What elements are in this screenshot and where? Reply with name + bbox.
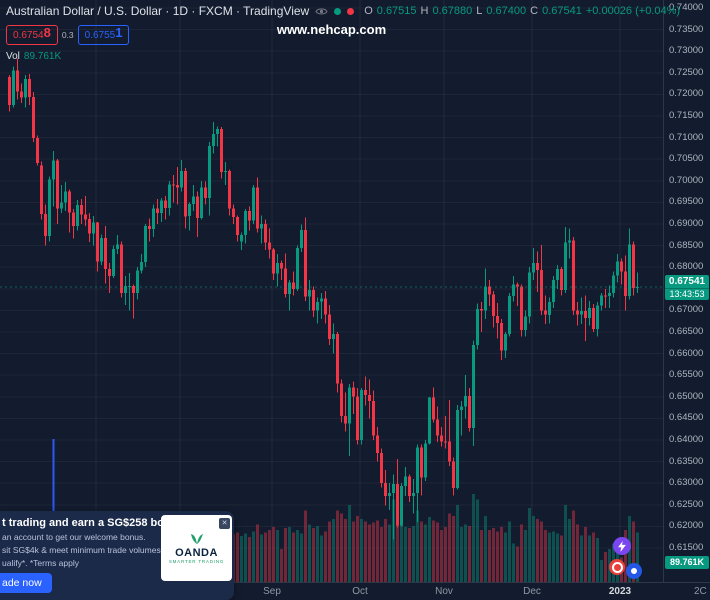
time-axis-label: Oct [352,586,368,597]
open-label: O [364,5,373,17]
bid-price-last-digit: 8 [43,25,51,40]
candles-layer [8,58,639,540]
price-axis-label: 0.71500 [669,110,704,121]
price-axis-label: 0.67000 [669,304,704,316]
price-axis-label: 0.63500 [669,455,704,467]
price-axis-label: 0.65000 [669,390,704,402]
status-dot-red-icon [347,7,355,15]
lightning-badge-icon[interactable] [613,537,631,555]
candlestick-chart[interactable] [0,0,663,582]
open-value: 0.67515 [376,5,417,17]
price-axis-label: 0.63000 [669,477,704,489]
promo-line-3: sit SG$4k & meet minimum trade volumes [2,545,161,555]
price-axis-label: 0.66500 [669,326,704,337]
price-axis-label: 0.73500 [669,23,704,35]
promo-line-2: an account to get our welcome bonus. [2,532,146,542]
price-axis-label: 0.64500 [669,412,704,424]
volume-label: Vol [6,51,20,62]
promo-popup: t trading and earn a SG$258 bonus an acc… [0,511,234,600]
legend-title-row: Australian Dollar / U.S. Dollar · 1D · F… [6,4,680,18]
high-label: H [420,5,429,17]
oanda-brand-text: OANDA [175,546,218,559]
floating-badges [608,537,654,583]
price-axis-label: 0.71000 [669,131,704,143]
price-axis-label: 0.64000 [669,434,704,445]
price-axis-label: 0.62000 [669,520,704,532]
oanda-logo-card[interactable]: OANDA SMARTER TRADING [161,515,232,581]
price-axis-label: 0.69000 [669,218,704,229]
price-axis-label: 0.61500 [669,542,704,553]
price-axis-label: 0.70500 [669,153,704,165]
sell-button[interactable]: 0.67548 [6,25,58,45]
price-axis-label: 0.68500 [669,239,704,251]
eye-icon[interactable] [315,7,328,16]
time-axis-label: Sep [263,586,281,597]
price-axis-label: 0.72000 [669,88,704,100]
close-value: 0.67541 [542,5,582,17]
price-axis-label: 0.65500 [669,369,704,381]
red-badge-icon[interactable] [609,559,625,575]
price-axis-label: 0.66000 [669,347,704,359]
price-axis-label: 0.73000 [669,45,704,57]
price-axis-label: 0.62500 [669,498,704,510]
price-axis-label: 0.69500 [669,196,704,208]
status-dot-green-icon [334,7,342,15]
change-value: +0.00026 (+0.04%) [585,5,681,17]
volume-readout: Vol 89.761K [6,51,680,62]
close-label: C [530,5,539,17]
promo-line-4: ualify*. *Terms apply [2,558,80,568]
candle-countdown: 13:43:53 [665,287,709,300]
price-axis-label: 0.72500 [669,66,704,78]
time-axis-label: Dec [523,586,541,597]
volume-value: 89.761K [23,51,62,62]
price-axis-label: 0.74000 [669,2,704,13]
trade-now-button[interactable]: ade now [0,573,52,593]
site-watermark: www.nehcap.com [276,22,387,37]
ask-price: 0.6755 [84,30,116,41]
low-label: L [476,5,483,17]
blue-badge-icon[interactable] [626,563,642,579]
time-axis-label: 2023 [608,586,632,597]
close-icon[interactable]: ✕ [219,518,230,529]
current-price-tag: 0.67541 13:43:53 [665,274,709,300]
oanda-tagline: SMARTER TRADING [168,558,225,564]
price-axis-label: 0.70000 [669,174,704,186]
bid-price: 0.6754 [13,30,44,41]
promo-headline: t trading and earn a SG$258 bonus [2,517,184,529]
grid-layer [0,0,663,582]
volume-tag: 89.761K [665,556,709,569]
spread-value: 0.3 [61,30,74,40]
promo-text-block: t trading and earn a SG$258 bonus an acc… [2,517,184,568]
time-axis-label: Nov [435,586,453,597]
low-value: 0.67400 [486,5,527,17]
high-value: 0.67880 [432,5,473,17]
symbol-title[interactable]: Australian Dollar / U.S. Dollar · 1D · F… [6,4,310,18]
buy-button[interactable]: 0.67551 [77,25,130,45]
bid-ask-row: 0.67548 0.3 0.67551 [6,25,680,45]
price-axis-label: 0.68000 [669,261,704,273]
price-axis[interactable]: 0.74000 0.73500 0.73000 0.72500 0.72000 0.715… [663,0,710,582]
oanda-leaf-icon [190,533,203,544]
ohlc-readout: O 0.67515 H 0.67880 L 0.67400 C 0.67541 +0.0… [364,5,680,17]
chart-legend: Australian Dollar / U.S. Dollar · 1D · F… [6,4,680,62]
current-price-value: 0.67541 [668,275,706,287]
time-axis-corner-text: 2C [694,586,707,597]
ask-price-last-digit: 1 [115,25,123,40]
